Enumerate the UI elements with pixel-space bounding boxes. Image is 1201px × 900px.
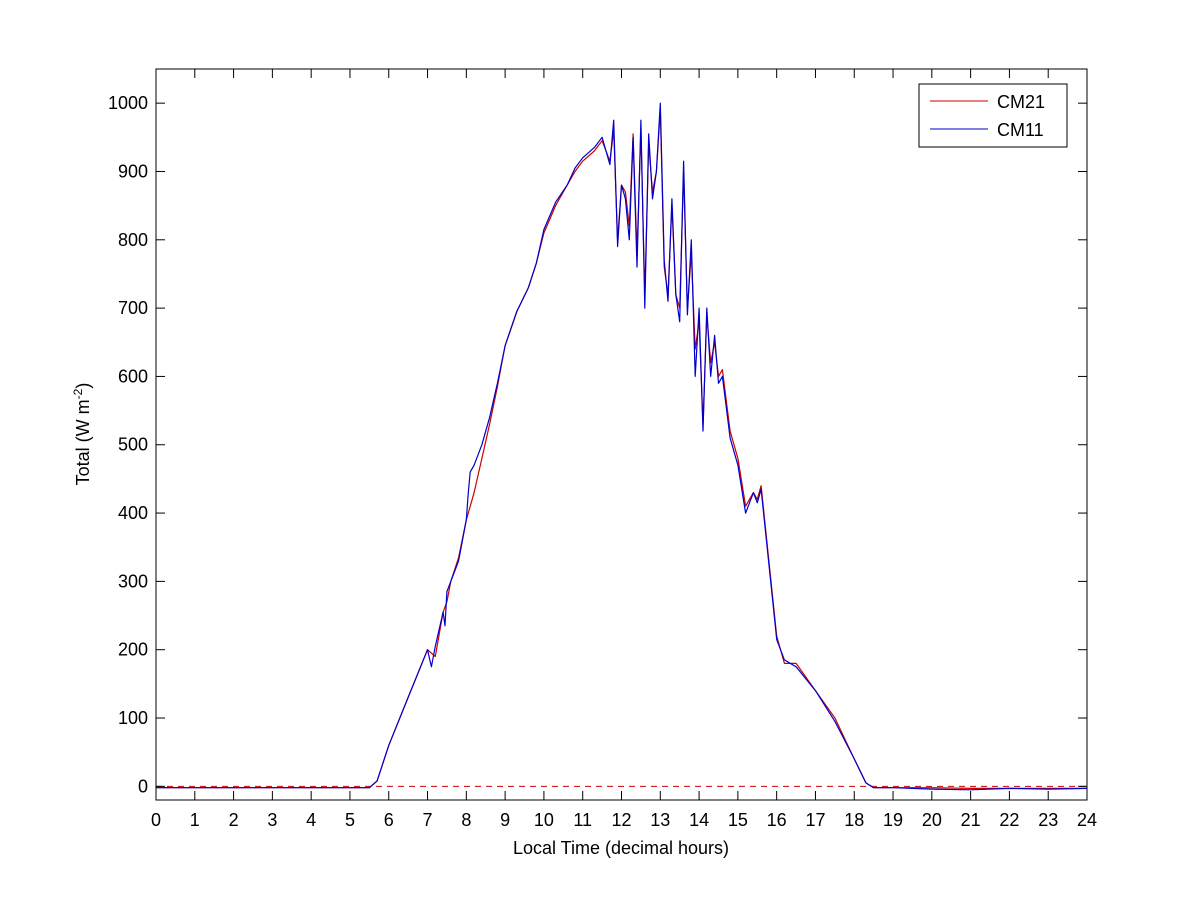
y-tick-label: 0 [138,776,148,796]
legend-label-cm21: CM21 [997,92,1045,112]
y-axis-label-superscript: -2 [71,388,85,399]
x-tick-label: 22 [999,810,1019,830]
y-tick-label: 900 [118,161,148,181]
y-axis-label-main: Total (W m [73,399,93,485]
y-tick-label: 700 [118,298,148,318]
x-tick-label: 13 [650,810,670,830]
x-tick-label: 14 [689,810,709,830]
x-tick-label: 18 [844,810,864,830]
x-tick-label: 19 [883,810,903,830]
x-tick-label: 5 [345,810,355,830]
x-tick-label: 12 [611,810,631,830]
legend-label-cm11: CM11 [997,120,1044,140]
y-tick-label: 300 [118,571,148,591]
y-tick-label: 200 [118,640,148,660]
y-axis-label-close: ) [73,383,93,389]
x-tick-label: 11 [573,810,592,830]
x-tick-label: 10 [534,810,554,830]
y-tick-label: 100 [118,708,148,728]
x-tick-label: 8 [461,810,471,830]
series-line-cm21 [156,109,1087,790]
x-tick-label: 16 [767,810,787,830]
series-line-cm11 [156,102,1088,791]
plot-frame [155,68,1088,801]
x-tick-label: 9 [500,810,510,830]
y-tick-label: 500 [118,435,148,455]
y-tick-label: 400 [118,503,148,523]
x-tick-label: 24 [1077,810,1097,830]
ticks-layer: 0 1 2 3 4 5 6 7 8 9 10 11 12 13 14 15 16 17 18 19 20 21 22 23 24… [108,69,1097,830]
x-tick-label: 0 [151,810,161,830]
x-tick-label: 1 [190,810,200,830]
x-tick-label: 23 [1038,810,1058,830]
legend-box [918,83,1068,148]
x-tick-label: 3 [267,810,277,830]
y-axis-label: Total (W m-2) [71,383,93,486]
x-tick-label: 6 [384,810,394,830]
x-tick-label: 17 [805,810,825,830]
y-tick-label: 800 [118,230,148,250]
x-tick-label: 15 [728,810,748,830]
x-tick-label: 7 [423,810,433,830]
y-tick-label: 1000 [108,93,148,113]
x-tick-label: 20 [922,810,942,830]
x-axis-label: Local Time (decimal hours) [513,838,729,858]
y-tick-label: 600 [118,366,148,386]
x-tick-label: 21 [961,810,981,830]
legend: CM21 CM11 [918,83,1068,148]
x-tick-label: 2 [229,810,239,830]
x-tick-label: 4 [306,810,316,830]
series-layer [156,102,1088,791]
